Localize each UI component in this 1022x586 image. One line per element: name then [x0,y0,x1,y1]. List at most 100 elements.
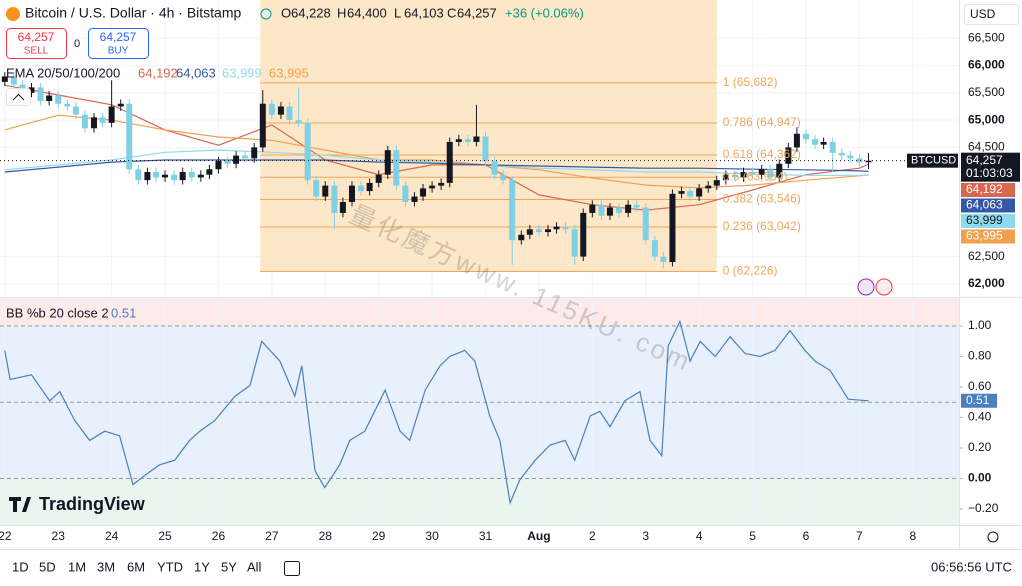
bb-legend: BB %b 20 close 2 [6,305,109,320]
candle-body [420,188,427,197]
collapse-button[interactable] [6,88,31,106]
price-tag-text: 64,257 [966,153,1003,167]
flag-icon[interactable] [875,278,893,296]
candle-body [411,196,418,203]
sell-button[interactable]: 64,257 SELL [6,28,67,59]
candle-body [224,161,231,164]
ema-tag [961,214,1015,228]
range-button[interactable]: 5Y [221,559,237,574]
candle-body [838,152,845,156]
candle-body [339,202,346,213]
date-range-icon[interactable] [284,561,300,576]
candle-body [72,106,79,115]
ema-tag [961,183,1015,197]
range-button[interactable]: 1Y [194,559,210,574]
range-button[interactable]: 5D [39,559,56,574]
fib-label: 1 (65,682) [723,75,778,89]
range-button[interactable]: YTD [157,559,183,574]
candle-body [108,106,115,123]
candle-body [91,117,98,129]
candle-body [10,76,17,85]
candle-body [233,155,240,164]
x-tick-label: 28 [319,529,333,543]
candle-body [152,171,159,178]
range-button[interactable]: 6M [127,559,145,574]
candle-body [829,141,836,153]
range-button[interactable]: All [247,559,262,574]
candle-body [171,174,178,181]
candle-body [812,139,819,145]
candle-body [304,122,311,181]
x-tick-label: 29 [372,529,386,543]
x-tick-label: 6 [803,529,810,543]
bb-line [4,319,869,506]
x-tick-label: 5 [749,529,756,543]
currency-box[interactable] [964,4,1019,25]
candle-body [687,191,694,197]
currency[interactable]: USD [970,7,996,21]
candle-body [322,185,329,197]
countdown: 01:03:03 [966,166,1013,180]
y-tick-label: 66,000 [968,58,1005,72]
candle-body [625,204,632,213]
buy-label[interactable]: BUY [108,46,129,57]
ema-legend-value: 64,192 [138,65,178,80]
candle-body [438,182,445,186]
candle-body [429,185,436,189]
candle-body [295,120,302,123]
candle-body [793,133,800,148]
candle-body [446,141,453,183]
event-icon[interactable] [857,278,875,296]
candle-body [589,204,596,213]
symbol-tag [907,153,958,168]
candle-body [375,174,382,183]
x-tick-label: 31 [479,529,493,543]
ohlc-key: O [281,5,291,20]
candle-body [509,180,516,241]
ema-tag-text: 63,999 [966,213,1003,227]
x-tick-label: 26 [212,529,226,543]
range-button[interactable]: 3M [97,559,115,574]
ema-tag-text: 64,192 [966,182,1003,196]
y-tick-label: 62,500 [968,249,1005,263]
buy-price[interactable]: 64,257 [100,30,137,44]
candle-body [482,136,489,162]
candle-body [331,185,338,213]
range-button[interactable]: 1M [68,559,86,574]
ohlc-value: 64,228 [291,5,331,20]
candle-body [749,171,756,175]
price-tag [961,152,1020,182]
bitcoin-icon [6,7,20,21]
clock[interactable]: 06:56:56 UTC [931,559,1012,574]
candle-body [633,204,640,208]
buy-box[interactable] [88,28,149,59]
candle-body [616,207,623,213]
ema-line [4,84,869,211]
x-tick-label: 4 [696,529,703,543]
sell-box[interactable] [6,28,67,59]
candle-body [268,103,275,115]
candle-body [740,171,747,178]
settings-icon[interactable] [987,531,999,543]
sell-price[interactable]: 64,257 [18,30,55,44]
ohlc-value: 64,103 [404,5,444,20]
sell-label[interactable]: SELL [24,46,49,57]
ohlc-key: C [447,5,456,20]
candle-body [366,182,373,192]
candle-body [206,169,213,175]
candle-body [731,174,738,178]
symbol-title: Bitcoin / U.S. Dollar · 4h · Bitstamp [25,5,242,21]
candle-body [37,87,44,102]
range-button[interactable]: 1D [12,559,29,574]
buy-button[interactable]: 64,257 BUY [88,28,149,59]
y-tick-label: 66,500 [968,30,1005,44]
currency-select[interactable]: USD [964,4,1019,25]
candle-body [286,106,293,121]
candle-body [348,185,355,203]
symbol-tag-text: BTCUSD [911,155,956,167]
fib-label: 0.236 (63,042) [723,219,801,233]
fib-label: 0 (62,226) [723,264,778,278]
candle-body [722,174,729,181]
